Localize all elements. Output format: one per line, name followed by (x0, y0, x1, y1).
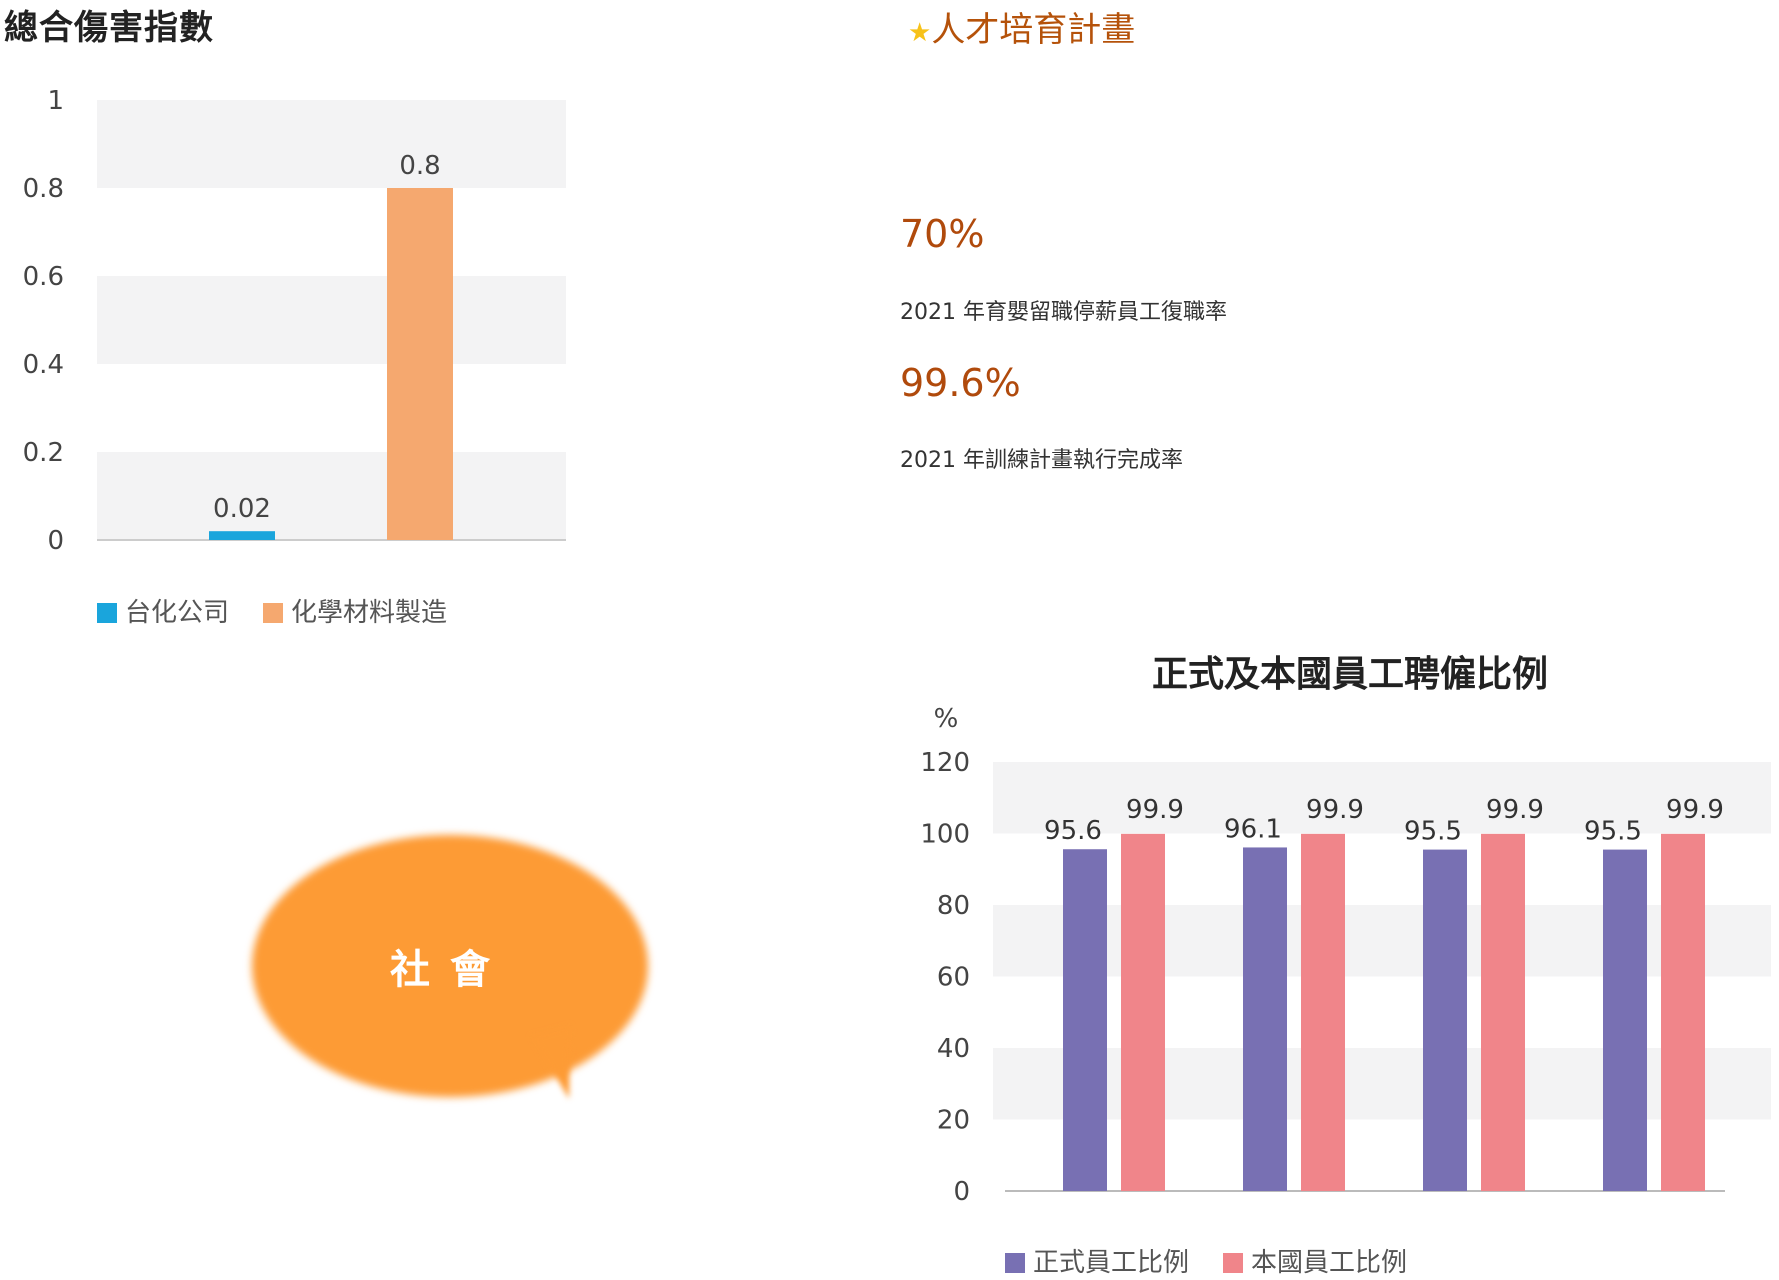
y-tick-label: 0.6 (23, 262, 64, 292)
injury-index-title: 總合傷害指數 (4, 8, 214, 48)
y-tick-label: 1 (47, 86, 64, 116)
data-label: 96.1 (1224, 814, 1282, 844)
bar (1481, 833, 1525, 1191)
injury-index-chart: 0 0.2 0.4 0.6 0.8 1 0.02 0.8 (23, 86, 566, 556)
y-tick-label: 0.2 (23, 438, 64, 468)
y-tick-label: 0 (47, 526, 64, 556)
bar (1243, 847, 1287, 1191)
data-label: 95.5 (1404, 817, 1462, 847)
y-axis-unit: % (934, 704, 959, 734)
speech-bubble (252, 835, 648, 1097)
grid-band (993, 905, 1771, 977)
y-tick-label: 80 (937, 891, 970, 921)
y-tick-label: 60 (937, 963, 970, 993)
employment-ratio-chart: % 0 20 40 60 80 100 120 95.6 99.9 96.1 99.9 95.5 99.9… (920, 704, 1771, 1207)
data-label: 0.02 (213, 494, 271, 524)
y-tick-label: 20 (937, 1106, 970, 1136)
legend-label: 化學材料製造 (291, 598, 448, 628)
grid-band (97, 452, 566, 540)
bar (1603, 849, 1647, 1191)
employment-chart-title: 正式及本國員工聘僱比例 (1151, 654, 1548, 695)
star-icon: ★ (908, 18, 932, 48)
employment-chart-legend: 正式員工比例 本國員工比例 (1005, 1242, 1407, 1279)
legend-item-local: 本國員工比例 (1223, 1242, 1407, 1279)
legend-swatch (97, 603, 117, 623)
data-label: 95.5 (1584, 817, 1642, 847)
stat-label: 2021 年訓練計畫執行完成率 (900, 448, 1183, 473)
legend-label: 台化公司 (125, 598, 230, 628)
stat-value: 70% (900, 212, 985, 256)
grid-band (993, 762, 1771, 834)
grid-band (993, 1048, 1771, 1120)
speech-bubble-text: 社會 (390, 947, 510, 993)
talent-program-title: ★人才培育計畫 (908, 2, 1135, 51)
legend-swatch (263, 603, 284, 623)
y-tick-label: 0 (953, 1177, 970, 1207)
y-tick-label: 40 (937, 1034, 970, 1064)
bar (1121, 833, 1165, 1191)
y-tick-label: 0.8 (23, 174, 64, 204)
data-label: 99.9 (1486, 795, 1544, 825)
stat-label: 2021 年育嬰留職停薪員工復職率 (900, 300, 1227, 325)
bar (209, 531, 275, 540)
injury-chart-legend: 台化公司 化學材料製造 (97, 592, 447, 629)
legend-label: 本國員工比例 (1251, 1248, 1408, 1278)
y-tick-label: 100 (920, 820, 970, 850)
legend-swatch (1005, 1253, 1025, 1273)
legend-item-formal: 正式員工比例 (1005, 1242, 1189, 1279)
legend-swatch (1223, 1253, 1244, 1273)
legend-item-company: 台化公司 (97, 592, 229, 629)
bar (1423, 849, 1467, 1191)
data-label: 95.6 (1044, 816, 1102, 846)
bar (1063, 849, 1107, 1191)
y-tick-label: 120 (920, 748, 970, 778)
grid-band (97, 100, 566, 188)
talent-program-title-text: 人才培育計畫 (931, 10, 1136, 50)
data-label: 0.8 (399, 151, 440, 181)
data-label: 99.9 (1666, 795, 1724, 825)
data-label: 99.9 (1306, 795, 1364, 825)
legend-item-industry: 化學材料製造 (263, 592, 447, 629)
legend-label: 正式員工比例 (1033, 1248, 1190, 1278)
stat-value: 99.6% (900, 361, 1021, 405)
grid-band (97, 276, 566, 364)
bar (1301, 833, 1345, 1191)
data-label: 99.9 (1126, 795, 1184, 825)
bar (1661, 833, 1705, 1191)
bar (387, 188, 453, 540)
y-tick-label: 0.4 (23, 350, 64, 380)
